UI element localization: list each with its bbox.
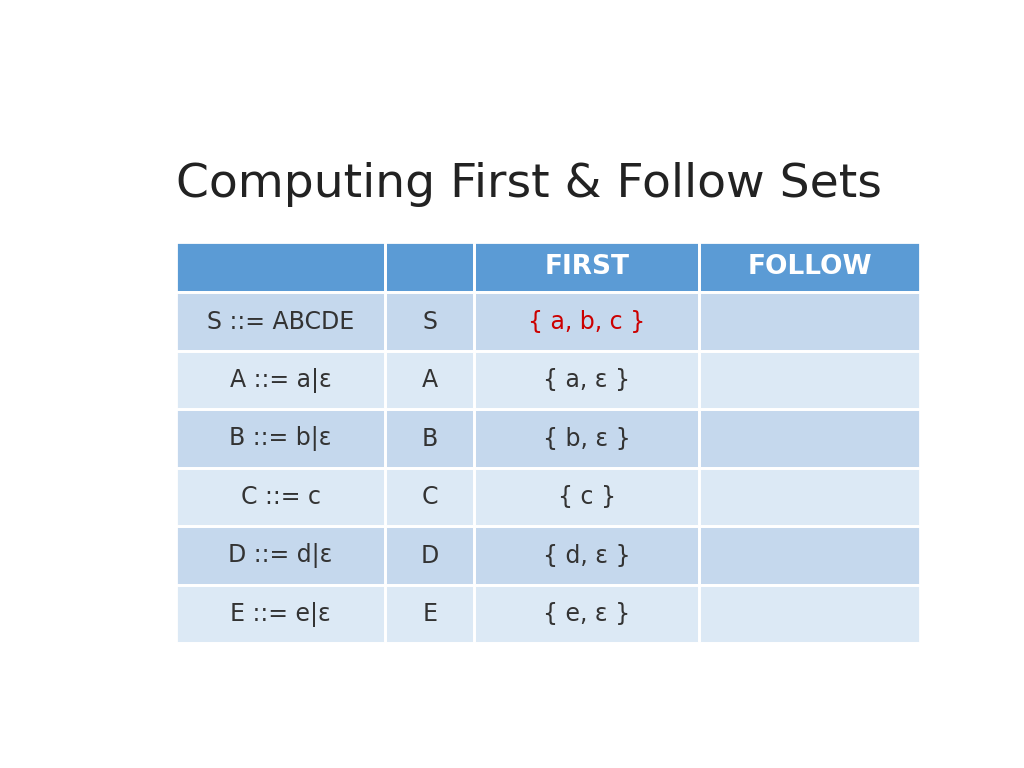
Bar xyxy=(176,526,385,585)
Bar xyxy=(385,243,474,293)
Bar xyxy=(385,585,474,644)
Text: { c }: { c } xyxy=(558,485,615,509)
Bar xyxy=(176,585,385,644)
Bar xyxy=(474,293,699,351)
Bar xyxy=(385,293,474,351)
Bar xyxy=(385,526,474,585)
Text: C ::= c: C ::= c xyxy=(241,485,321,509)
Text: C: C xyxy=(422,485,438,509)
Bar xyxy=(176,293,385,351)
Text: B: B xyxy=(422,427,438,451)
Text: { d, ε }: { d, ε } xyxy=(543,544,631,568)
Text: A: A xyxy=(422,368,438,392)
Bar xyxy=(176,351,385,409)
Text: { b, ε }: { b, ε } xyxy=(543,427,631,451)
Bar xyxy=(699,468,920,526)
Text: E ::= e|ε: E ::= e|ε xyxy=(230,601,331,627)
Bar xyxy=(699,293,920,351)
Text: FIRST: FIRST xyxy=(545,254,630,280)
Text: S ::= ABCDE: S ::= ABCDE xyxy=(207,310,354,333)
Text: A ::= a|ε: A ::= a|ε xyxy=(229,368,332,392)
Text: Computing First & Follow Sets: Computing First & Follow Sets xyxy=(176,162,882,207)
Bar xyxy=(699,243,920,293)
Bar xyxy=(385,409,474,468)
Bar xyxy=(385,468,474,526)
Bar xyxy=(699,585,920,644)
Text: S: S xyxy=(422,310,437,333)
Bar xyxy=(699,526,920,585)
Bar xyxy=(385,351,474,409)
Bar xyxy=(474,526,699,585)
Text: { a, b, c }: { a, b, c } xyxy=(528,310,645,333)
Bar xyxy=(474,351,699,409)
Bar xyxy=(474,409,699,468)
Bar xyxy=(699,409,920,468)
Text: D: D xyxy=(421,544,439,568)
Bar xyxy=(474,243,699,293)
Text: { e, ε }: { e, ε } xyxy=(543,602,631,626)
Text: FOLLOW: FOLLOW xyxy=(748,254,871,280)
Text: B ::= b|ε: B ::= b|ε xyxy=(229,426,332,451)
Text: D ::= d|ε: D ::= d|ε xyxy=(228,543,333,568)
Bar xyxy=(176,243,385,293)
Bar xyxy=(176,468,385,526)
Bar xyxy=(474,468,699,526)
Bar xyxy=(176,409,385,468)
Bar xyxy=(474,585,699,644)
Text: E: E xyxy=(422,602,437,626)
Text: { a, ε }: { a, ε } xyxy=(544,368,631,392)
Bar xyxy=(699,351,920,409)
